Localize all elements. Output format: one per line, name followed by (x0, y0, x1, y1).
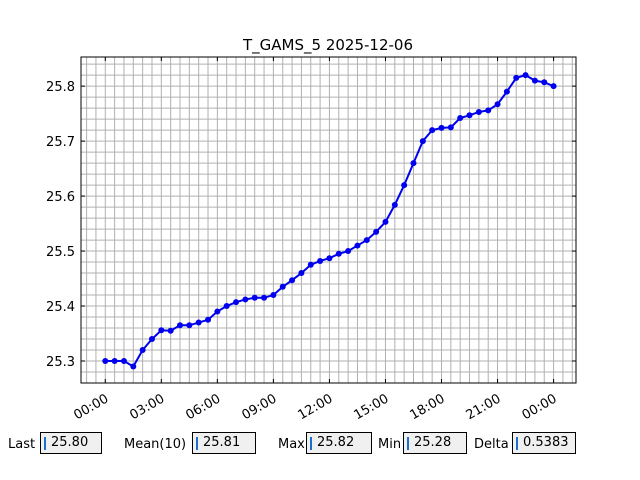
data-point (195, 319, 202, 326)
data-point (345, 248, 352, 255)
data-point (298, 270, 305, 277)
data-point (317, 257, 324, 264)
data-point (391, 201, 398, 208)
data-point (541, 79, 548, 86)
chart-title: T_GAMS_5 2025-12-06 (242, 36, 413, 55)
data-point (139, 347, 146, 354)
stat-label: Delta (474, 437, 509, 452)
grid (81, 57, 576, 384)
data-point (513, 74, 520, 81)
y-tick-label: 25.6 (46, 190, 75, 205)
data-point (102, 358, 109, 365)
stat-label: Min (378, 437, 402, 452)
data-point (289, 277, 296, 284)
data-point (419, 138, 426, 145)
x-tick-label: 12:00 (295, 391, 335, 423)
x-tick-label: 15:00 (352, 391, 392, 423)
data-point (475, 108, 482, 115)
y-tick-label: 25.4 (46, 300, 75, 315)
data-point (261, 294, 268, 301)
data-point (466, 112, 473, 119)
stat-value: 0.5383 (512, 432, 576, 454)
data-point (326, 255, 333, 262)
x-tick-label: 03:00 (127, 391, 167, 423)
data-point (503, 88, 510, 95)
data-point (373, 228, 380, 235)
data-point (382, 218, 389, 225)
x-tick-label: 18:00 (408, 391, 448, 423)
data-point (531, 77, 538, 84)
stat-value: 25.80 (40, 432, 102, 454)
data-point (363, 237, 370, 244)
data-point (130, 363, 137, 370)
data-point (251, 294, 258, 301)
data-point (494, 101, 501, 108)
data-point (335, 250, 342, 257)
y-tick-label: 25.7 (46, 135, 75, 150)
data-point (167, 327, 174, 334)
data-point (233, 299, 240, 306)
y-tick-label: 25.3 (46, 355, 75, 370)
data-point (242, 296, 249, 303)
x-tick-label: 09:00 (239, 391, 279, 423)
data-point (401, 182, 408, 189)
data-point (177, 322, 183, 329)
data-point (485, 107, 492, 114)
data-point (205, 316, 212, 323)
stat-value: 25.81 (192, 432, 256, 454)
x-tick-label: 06:00 (183, 391, 223, 423)
data-point (186, 322, 193, 329)
data-point (550, 83, 557, 90)
data-point (354, 242, 361, 249)
data-point (522, 72, 529, 79)
data-point (270, 292, 277, 299)
y-tick-label: 25.5 (46, 245, 75, 260)
stat-label: Mean(10) (124, 437, 187, 452)
x-tick-label: 21:00 (464, 391, 504, 423)
data-point (429, 127, 436, 134)
data-point (438, 124, 445, 131)
stats-panel: Last 25.80 Mean(10) 25.81 Max 25.82 Min 25.28 De… (0, 432, 640, 458)
data-point (307, 261, 314, 268)
data-point (120, 358, 127, 365)
x-tick-label: 00:00 (520, 391, 560, 423)
data-point (158, 327, 165, 334)
data-point (410, 160, 417, 167)
data-point (279, 283, 286, 290)
plot (102, 72, 557, 370)
chart: T_GAMS_5 2025-12-06 25.3 25.4 25.5 25.6 25.7… (46, 36, 577, 423)
axes-frame (80, 56, 577, 384)
y-tick-label: 25.8 (46, 80, 75, 95)
stat-value: 25.28 (403, 432, 467, 454)
stat-value: 25.82 (306, 432, 372, 454)
data-point (214, 308, 221, 315)
stat-label: Last (8, 437, 36, 452)
data-point (223, 303, 230, 310)
data-point (148, 336, 155, 343)
x-tick-label: 00:00 (71, 391, 111, 423)
data-point (447, 124, 454, 131)
data-point (457, 115, 464, 122)
data-point (111, 358, 118, 365)
stat-label: Max (278, 437, 305, 452)
